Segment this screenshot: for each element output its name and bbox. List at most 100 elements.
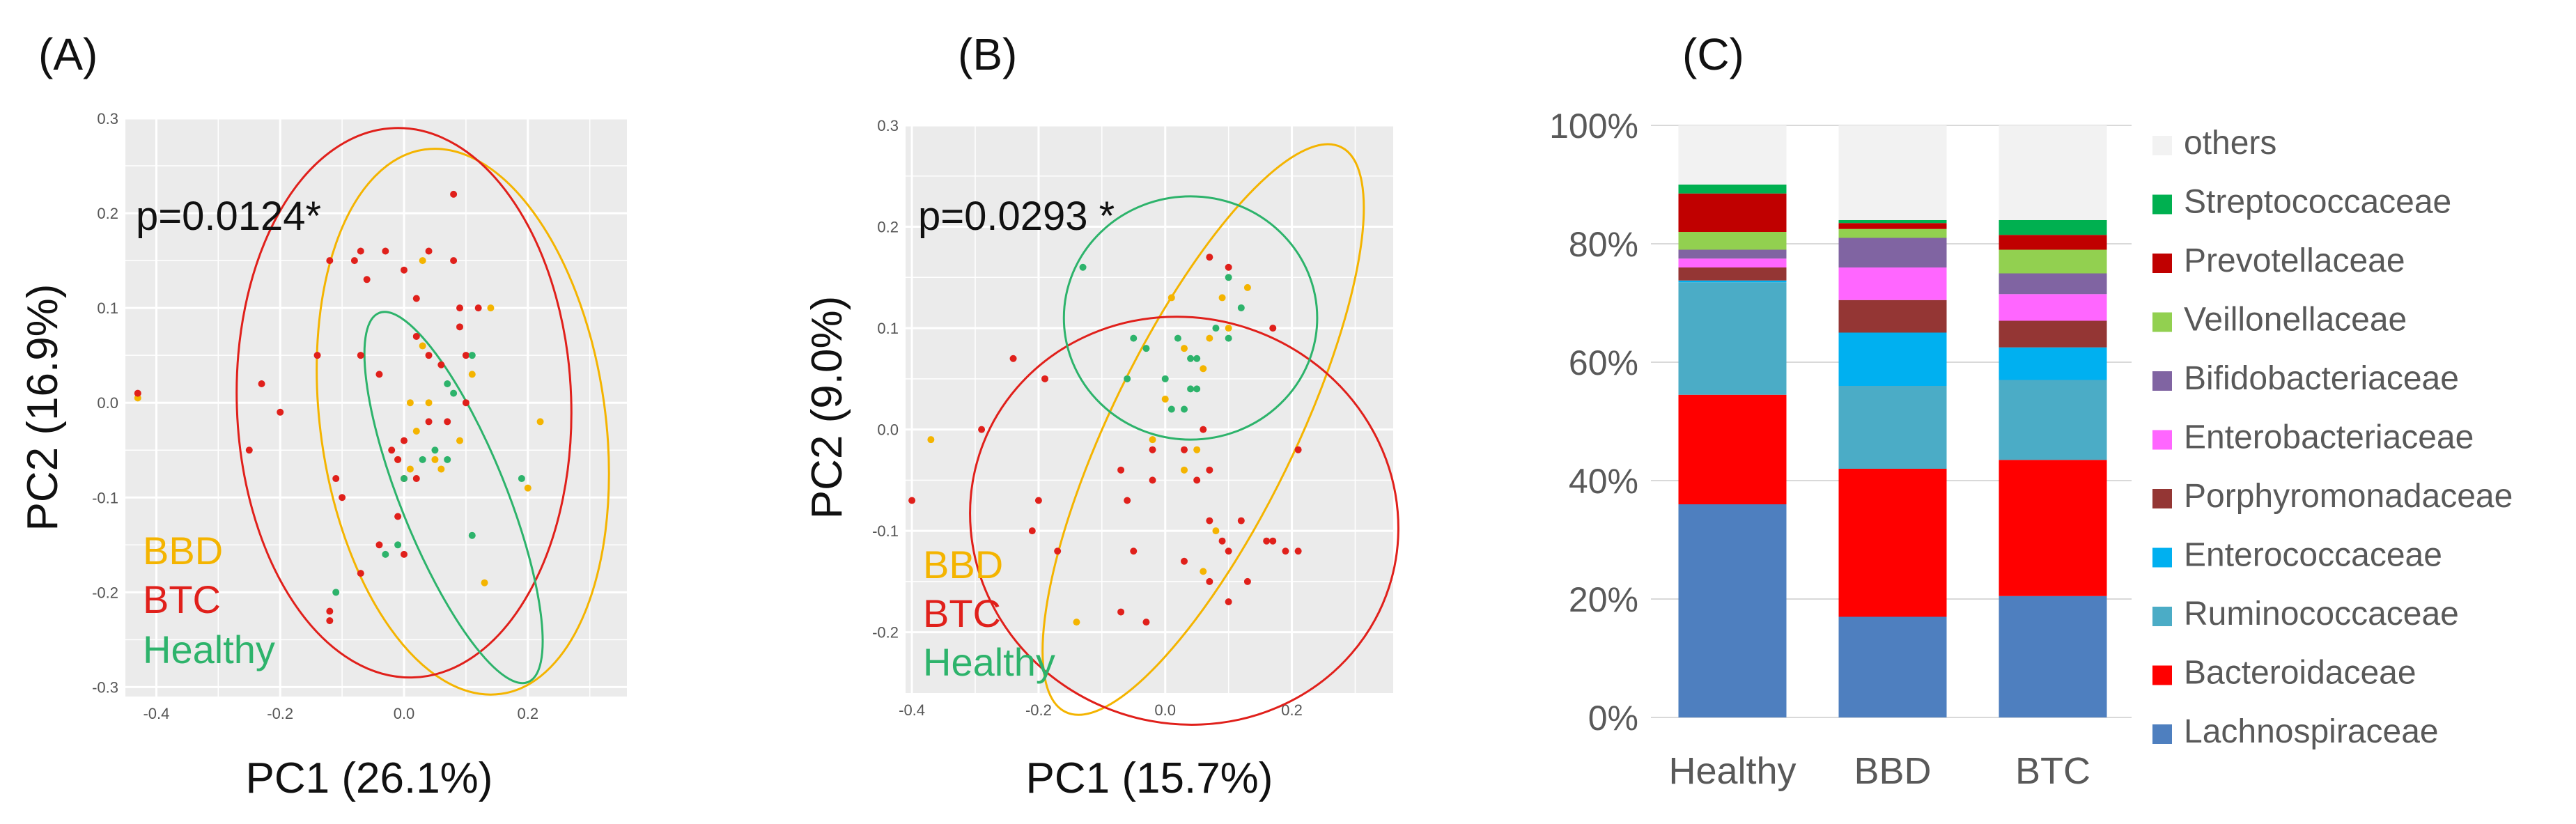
panel-a-y-tick-label: 0.0 (97, 394, 118, 412)
panel-a-point-btc (456, 323, 463, 331)
panel-c-label: (C) (1682, 29, 1744, 79)
panel-a-point-btc (350, 257, 358, 265)
panel-b-point-btc (1225, 598, 1232, 606)
panel-b-point-healthy (1142, 345, 1150, 352)
panel-b-point-bbd (1200, 365, 1207, 373)
panel-c-category-label: BTC (2015, 750, 2090, 792)
panel-b-point-btc (1149, 476, 1156, 484)
panel-c-bar-healthy-veillonellaceae (1678, 232, 1787, 250)
panel-a-point-btc (401, 550, 408, 558)
panel-c-legend-label-enterobacteriaceae: Enterobacteriaceae (2184, 419, 2474, 456)
panel-c-legend-swatch-enterobacteriaceae (2152, 430, 2172, 450)
panel-a-point-btc (258, 380, 265, 387)
panel-b-point-healthy (1079, 263, 1087, 271)
panel-a-point-btc (134, 389, 141, 397)
panel-a-point-bbd (425, 399, 433, 407)
panel-b-point-bbd (1193, 446, 1201, 453)
panel-b-point-healthy (1193, 385, 1201, 393)
panel-c-y-tick-label: 80% (1569, 225, 1638, 264)
panel-a-point-btc (313, 352, 321, 359)
panel-b-point-bbd (1243, 283, 1251, 291)
panel-c-bar-healthy-lachnospiraceae (1678, 504, 1787, 717)
panel-c-bar-healthy-prevotellaceae (1678, 193, 1787, 232)
panel-b-point-healthy (1237, 304, 1245, 311)
panel-c-bar-healthy-bacteroidaceae (1678, 394, 1787, 504)
panel-a-points (134, 190, 544, 625)
panel-b-point-btc (1028, 527, 1036, 535)
panel-c-legend-swatch-others (2152, 136, 2172, 155)
panel-a-point-bbd (412, 428, 420, 435)
panel-a-y-tick-label: 0.2 (97, 205, 118, 222)
panel-a-point-bbd (431, 456, 439, 463)
panel-c-legend-label-others: others (2184, 125, 2276, 162)
panel-c-bar-btc-streptococcaceae (1999, 220, 2107, 235)
panel-a-point-btc (339, 494, 346, 502)
panel-c-legend-label-bifidobacteriaceae: Bifidobacteriaceae (2184, 360, 2459, 397)
panel-b-point-healthy (1193, 355, 1201, 362)
panel-c-bar-healthy-enterococcaceae (1678, 280, 1787, 283)
panel-a-point-healthy (444, 456, 451, 463)
panel-c-bar-btc-bacteroidaceae (1999, 460, 2107, 596)
panel-c-bar-btc-enterobacteriaceae (1999, 294, 2107, 321)
panel-a-x-tick-label: -0.2 (267, 705, 293, 722)
panel-c-legend-swatch-enterococcaceae (2152, 547, 2172, 568)
panel-b-ticks: -0.4 -0.2 0.0 0.2-0.2-0.10.00.10.20.3 (872, 117, 1303, 719)
panel-c-bar-btc-ruminococcaceae (1999, 380, 2107, 460)
panel-a-point-btc (412, 332, 420, 340)
panel-a-point-btc (357, 570, 364, 577)
panel-b-legend-btc: BTC (923, 591, 1001, 635)
panel-a-point-bbd (419, 342, 426, 350)
panel-b-point-btc (1054, 547, 1062, 555)
panel-a-point-btc (245, 446, 253, 454)
panel-b-x-axis-label: PC1 (15.7%) (1026, 754, 1273, 802)
panel-a-x-tick-label: -0.4 (143, 705, 169, 722)
panel-b-point-btc (1294, 547, 1302, 555)
panel-b-point-btc (908, 497, 916, 504)
panel-a-point-btc (357, 247, 364, 255)
panel-c-legend-swatch-porphyromonadaceae (2152, 489, 2172, 508)
panel-c-bar-bbd-enterobacteriaceae (1838, 267, 1947, 300)
panel-a-point-healthy (468, 531, 476, 539)
panel-b-point-btc (1130, 547, 1138, 555)
panel-a-point-btc (444, 418, 451, 426)
panel-a-point-btc (462, 352, 470, 359)
panel-a-y-tick-label: 0.3 (97, 110, 118, 127)
panel-b-point-healthy (1161, 375, 1169, 382)
panel-b-point-btc (1041, 375, 1048, 382)
panel-c-legend-swatch-bifidobacteriaceae (2152, 371, 2172, 391)
panel-b-point-btc (1009, 355, 1017, 362)
panel-b-point-btc (1243, 577, 1251, 585)
panel-b-point-healthy (1181, 405, 1188, 413)
panel-c-bar-healthy-others (1678, 125, 1787, 185)
panel-a-point-btc (357, 352, 364, 359)
panel-b-grid (906, 124, 1393, 693)
panel-b-point-btc (1269, 537, 1277, 545)
panel-a-point-healthy (431, 446, 439, 454)
panel-c-legend-label-bacteroidaceae: Bacteroidaceae (2184, 655, 2416, 692)
panel-c-bar-btc-enterococcaceae (1999, 347, 2107, 380)
panel-b-point-btc (1269, 325, 1277, 332)
panel-c-legend-swatch-prevotellaceae (2152, 254, 2172, 273)
panel-b-point-bbd (1181, 345, 1188, 352)
panel-a-point-btc (450, 257, 458, 265)
panel-b-x-tick-label: 0.0 (1154, 701, 1176, 719)
panel-c-y-tick-label: 100% (1549, 107, 1638, 146)
panel-a-x-axis-label: PC1 (26.1%) (246, 754, 493, 802)
panel-c-category-label: BBD (1854, 750, 1931, 792)
panel-b-point-btc (1263, 537, 1271, 545)
panel-b-legend-bbd: BBD (923, 543, 1003, 586)
panel-b-point-btc (1142, 619, 1150, 626)
panel-a-ellipse-healthy (363, 311, 544, 685)
panel-c-legend-label-prevotellaceae: Prevotellaceae (2184, 242, 2405, 279)
panel-b-y-tick-label: 0.0 (877, 421, 899, 439)
panel-b-point-healthy (1212, 325, 1220, 332)
panel-a-point-btc (401, 437, 408, 444)
panel-a-point-bbd (524, 484, 532, 492)
panel-c-bar-btc-veillonellaceae (1999, 249, 2107, 274)
panel-a-x-tick-label: 0.0 (394, 705, 415, 722)
panel-a-grid (125, 117, 627, 697)
panel-b-point-btc (1200, 426, 1207, 433)
panel-b-ellipse-healthy (1062, 195, 1319, 441)
panel-b-point-bbd (1225, 325, 1232, 332)
